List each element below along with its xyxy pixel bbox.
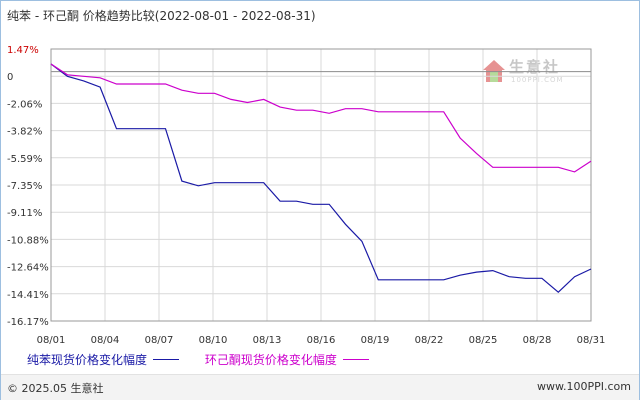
x-tick-label: 08/13 bbox=[253, 335, 282, 346]
x-tick-label: 08/07 bbox=[145, 335, 174, 346]
site-url-link[interactable]: www.100PPI.com bbox=[537, 380, 631, 393]
x-tick-label: 08/28 bbox=[523, 335, 552, 346]
x-tick-label: 08/10 bbox=[199, 335, 228, 346]
legend-label: 环己酮现货价格变化幅度 bbox=[204, 353, 337, 367]
plot-border bbox=[50, 48, 592, 322]
y-tick-label: -16.17% bbox=[7, 317, 49, 328]
y-tick-label: -9.11% bbox=[7, 208, 42, 219]
y-tick-label: -2.06% bbox=[7, 99, 42, 110]
line-chart: 1.47% 0 -2.06% -3.82% -5.59% -7.35% -9.11% -10.… bbox=[7, 45, 606, 346]
series-line-1 bbox=[50, 63, 592, 294]
x-tick-label: 08/19 bbox=[361, 335, 390, 346]
series-lines bbox=[50, 63, 592, 294]
y-tick-label: -7.35% bbox=[7, 181, 42, 192]
x-tick-labels: 08/01 08/04 08/07 08/10 08/13 08/16 08/19 08/22… bbox=[37, 335, 606, 346]
y-tick-labels: 1.47% 0 -2.06% -3.82% -5.59% -7.35% -9.11% -10.… bbox=[7, 45, 49, 328]
legend-item-series-1: 纯苯现货价格变化幅度 bbox=[27, 351, 180, 368]
y-tick-label: 0 bbox=[7, 72, 13, 83]
y-tick-label: -10.88% bbox=[7, 235, 49, 246]
y-tick-label: -14.41% bbox=[7, 290, 49, 301]
legend-line-swatch bbox=[153, 359, 180, 360]
y-tick-label: -12.64% bbox=[7, 263, 49, 274]
chart-title: 纯苯 - 环己酮 价格趋势比较(2022-08-01 - 2022-08-31) bbox=[7, 9, 316, 23]
series-line-2 bbox=[50, 63, 592, 173]
legend-item-series-2: 环己酮现货价格变化幅度 bbox=[205, 351, 369, 368]
legend-line-swatch bbox=[342, 359, 369, 360]
legend-label: 纯苯现货价格变化幅度 bbox=[27, 353, 148, 367]
footer: © 2025.05 生意社 www.100PPI.com bbox=[1, 374, 639, 400]
y-tick-label: -5.59% bbox=[7, 154, 42, 165]
y-tick-label: -3.82% bbox=[7, 127, 42, 138]
x-tick-label: 08/16 bbox=[307, 335, 336, 346]
copyright-text: © 2025.05 生意社 bbox=[7, 382, 104, 395]
x-tick-label: 08/04 bbox=[91, 335, 120, 346]
x-tick-label: 08/01 bbox=[37, 335, 66, 346]
x-tick-label: 08/31 bbox=[577, 335, 606, 346]
legend: 纯苯现货价格变化幅度 环己酮现货价格变化幅度 bbox=[27, 351, 391, 368]
x-tick-label: 08/25 bbox=[469, 335, 498, 346]
y-tick-label: 1.47% bbox=[7, 45, 39, 56]
grid bbox=[50, 48, 592, 322]
x-tick-label: 08/22 bbox=[415, 335, 444, 346]
axes bbox=[50, 48, 592, 322]
